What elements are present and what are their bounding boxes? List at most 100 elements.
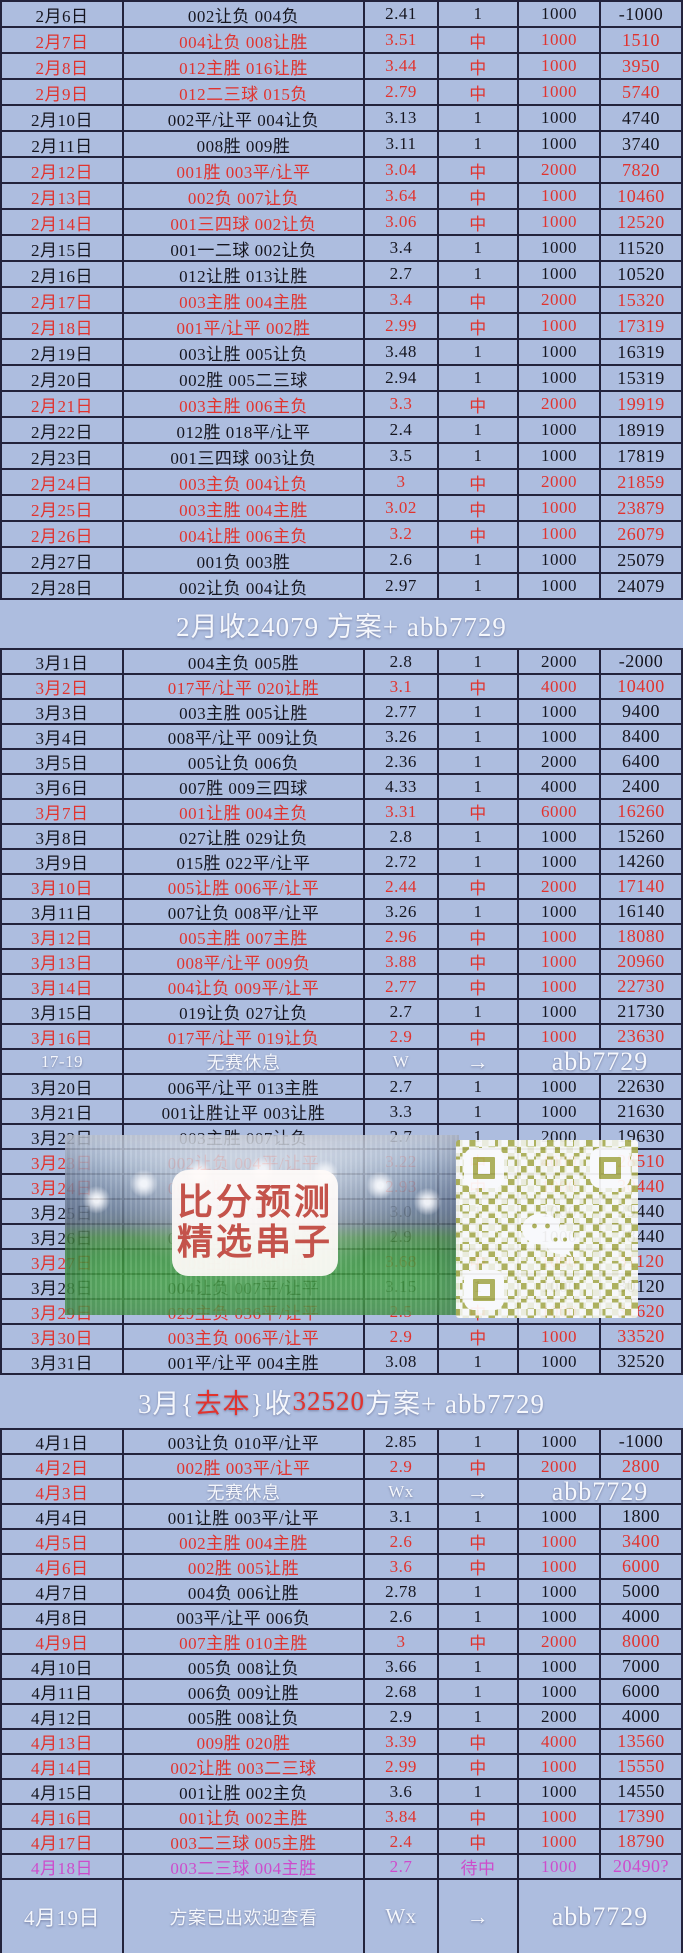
stake-cell: 1000 (517, 28, 599, 52)
note-cell: 无赛休息 (122, 1050, 363, 1073)
profit-cell: 15319 (599, 366, 681, 390)
table-row: 4月7日 004负 006让胜 2.78 1 1000 5000 (0, 1580, 683, 1605)
profit-cell: 15260 (599, 825, 681, 848)
result-cell: 中 (437, 1805, 517, 1828)
odds-cell: 3.64 (363, 184, 437, 208)
profit-cell: 8000 (599, 1630, 681, 1653)
table-row: 2月10日 002平/让平 004让负 3.13 1 1000 4740 (0, 106, 683, 132)
table-row: 2月26日 004让胜 006主负 3.2 中 1000 26079 (0, 522, 683, 548)
odds-cell: 3.04 (363, 158, 437, 182)
result-cell: 中 (437, 314, 517, 338)
profit-cell: 2400 (599, 775, 681, 798)
stake-cell: 1000 (517, 1530, 599, 1553)
stake-cell: 1000 (517, 574, 599, 598)
date-cell: 3月24日 (31, 1179, 93, 1198)
odds-cell: 3.1 (363, 1505, 437, 1528)
result-cell: 中 (437, 54, 517, 78)
picks-cell: 002胜 005让胜 (122, 1555, 363, 1578)
date-cell: 3月29日 (31, 1304, 93, 1323)
table-row: 3月1日 004主负 005胜 2.8 1 2000 -2000 (0, 650, 683, 675)
profit-cell: 13560 (599, 1730, 681, 1753)
stake-cell: 1000 (517, 1780, 599, 1803)
stake-cell: 1000 (517, 548, 599, 572)
date-cell: 2月20日 (31, 370, 93, 390)
result-cell: 中 (437, 1555, 517, 1578)
odds-cell: 3.0 (363, 1200, 437, 1223)
result-cell: 1 (437, 106, 517, 130)
stake-cell: 1000 (517, 1830, 599, 1853)
table-row: 2月23日 001三四球 003让负 3.5 1 1000 17819 (0, 444, 683, 470)
stake-cell: 1000 (517, 314, 599, 338)
date-cell: 2月16日 (31, 266, 93, 286)
result-cell: 中 (437, 925, 517, 948)
stake-cell: 2000 (517, 470, 599, 494)
result-cell: 1 (437, 850, 517, 873)
result-cell: 1 (437, 444, 517, 468)
stake-cell: 1000 (517, 825, 599, 848)
stake-cell: 1000 (517, 522, 599, 546)
odds-cell: 2.4 (363, 418, 437, 442)
stake-cell: 2000 (517, 1630, 599, 1653)
table-row: 3月3日 003主胜 005让胜 2.77 1 1000 9400 (0, 700, 683, 725)
stake-cell: 1000 (517, 132, 599, 156)
odds-cell: 2.96 (363, 925, 437, 948)
result-cell: 中 (437, 875, 517, 898)
picks-cell: 015胜 022平/让平 (122, 850, 363, 873)
odds-cell: 2.7 (363, 1075, 437, 1098)
picks-cell: 002让负 004让负 (122, 574, 363, 598)
profit-cell: 31120 (599, 1250, 681, 1273)
stake-cell: 1000 (517, 1855, 599, 1878)
stake-cell: 1000 (517, 366, 599, 390)
stake-cell: 1000 (517, 1025, 599, 1048)
odds-cell: 3.84 (363, 1805, 437, 1828)
profit-cell: 21859 (599, 470, 681, 494)
table-row: 3月11日 007让负 008平/让平 3.26 1 1000 16140 (0, 900, 683, 925)
table-row: 2月19日 003让胜 005让负 3.48 1 1000 16319 (0, 340, 683, 366)
date-cell: 2月6日 (35, 6, 89, 26)
stake-cell: 1000 (517, 975, 599, 998)
result-cell: 1 (437, 132, 517, 156)
result-cell: 中 (437, 975, 517, 998)
table-row: 3月5日 005让负 006负 2.36 1 2000 6400 (0, 750, 683, 775)
profit-cell: -1000 (599, 1430, 681, 1453)
odds-cell: 2.93 (363, 1175, 437, 1198)
table-row: 4月15日 001让胜 002主负 3.6 1 1000 14550 (0, 1780, 683, 1805)
date-cell: 2月21日 (31, 396, 93, 416)
date-cell: 4月15日 (31, 1784, 93, 1803)
note-cell: 无赛休息 (122, 1480, 363, 1503)
picks-cell: 003让负 010平/让平 (122, 1430, 363, 1453)
profit-cell: 30440 (599, 1175, 681, 1198)
result-cell: 1 (437, 262, 517, 286)
odds-cell: 2.9 (363, 1705, 437, 1728)
odds-cell: 2.7 (363, 262, 437, 286)
picks-cell: 012胜 018平/让平 (122, 418, 363, 442)
result-cell: 中 (437, 1730, 517, 1753)
rest-row: 4月3日 无赛休息 Wx → abb7729 (0, 1480, 683, 1505)
odds-cell: 2.6 (363, 1605, 437, 1628)
stake-cell: 2000 (517, 650, 599, 673)
result-cell: 中 (437, 1175, 517, 1198)
stake-cell: 1000 (517, 925, 599, 948)
picks-cell: 003主胜 007让负 (122, 1125, 363, 1148)
result-cell: 中 (437, 80, 517, 104)
stake-cell: 1000 (517, 1505, 599, 1528)
date-cell: 2月28日 (31, 578, 93, 598)
odds-cell: 2.36 (363, 750, 437, 773)
profit-cell: 29440 (599, 1200, 681, 1223)
note-cell: 方案已出欢迎查看 (122, 1880, 363, 1953)
profit-cell: 18919 (599, 418, 681, 442)
stake-cell: 1000 (517, 236, 599, 260)
odds-cell: 3.68 (363, 1250, 437, 1273)
picks-cell: 007主胜 010主胜 (122, 1630, 363, 1653)
picks-cell: 001让负 006平/让平 (122, 1225, 363, 1248)
picks-cell: 007胜 009三四球 (122, 775, 363, 798)
picks-cell: 003让胜 005让负 (122, 340, 363, 364)
profit-cell: 1800 (599, 1505, 681, 1528)
table-row: 2月18日 001平/让平 002胜 2.99 中 1000 17319 (0, 314, 683, 340)
picks-cell: 002胜 003平/让平 (122, 1455, 363, 1478)
picks-cell: 005主胜 008让胜 (122, 1250, 363, 1273)
result-cell: 中 (437, 496, 517, 520)
table-row: 2月6日 002让负 004负 2.41 1 1000 -1000 (0, 2, 683, 28)
stake-cell: 4000 (517, 675, 599, 698)
odds-cell: 3.88 (363, 950, 437, 973)
